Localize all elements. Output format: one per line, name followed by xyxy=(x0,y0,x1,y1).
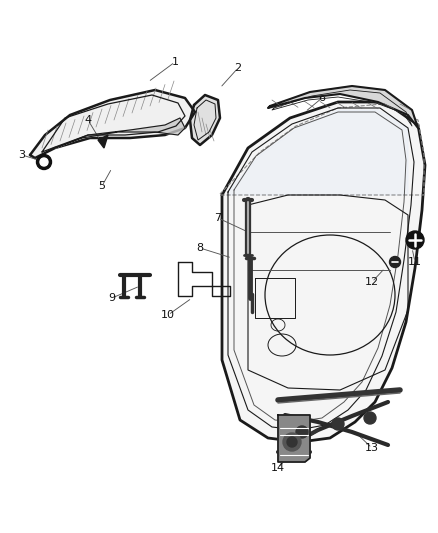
Text: 8: 8 xyxy=(196,243,204,253)
Ellipse shape xyxy=(283,433,301,451)
Polygon shape xyxy=(228,110,408,195)
Text: 5: 5 xyxy=(99,181,106,191)
Text: 11: 11 xyxy=(408,257,422,267)
Polygon shape xyxy=(268,86,418,128)
Ellipse shape xyxy=(287,437,297,447)
Text: 10: 10 xyxy=(161,310,175,320)
Polygon shape xyxy=(278,415,310,462)
Polygon shape xyxy=(55,118,185,148)
Text: 1: 1 xyxy=(172,57,179,67)
Ellipse shape xyxy=(332,418,344,430)
Text: 12: 12 xyxy=(365,277,379,287)
Ellipse shape xyxy=(36,155,52,169)
Polygon shape xyxy=(98,135,108,148)
Text: 6: 6 xyxy=(318,93,325,103)
Polygon shape xyxy=(222,102,425,442)
Ellipse shape xyxy=(296,426,308,438)
Ellipse shape xyxy=(40,158,48,166)
Polygon shape xyxy=(190,95,220,145)
Ellipse shape xyxy=(389,256,400,268)
Text: 2: 2 xyxy=(234,63,242,73)
Text: 14: 14 xyxy=(271,463,285,473)
Text: 4: 4 xyxy=(85,115,92,125)
Ellipse shape xyxy=(364,412,376,424)
Ellipse shape xyxy=(406,231,424,249)
Text: 7: 7 xyxy=(215,213,222,223)
Text: 13: 13 xyxy=(365,443,379,453)
Polygon shape xyxy=(30,90,195,158)
Text: 9: 9 xyxy=(109,293,116,303)
Text: 3: 3 xyxy=(18,150,25,160)
